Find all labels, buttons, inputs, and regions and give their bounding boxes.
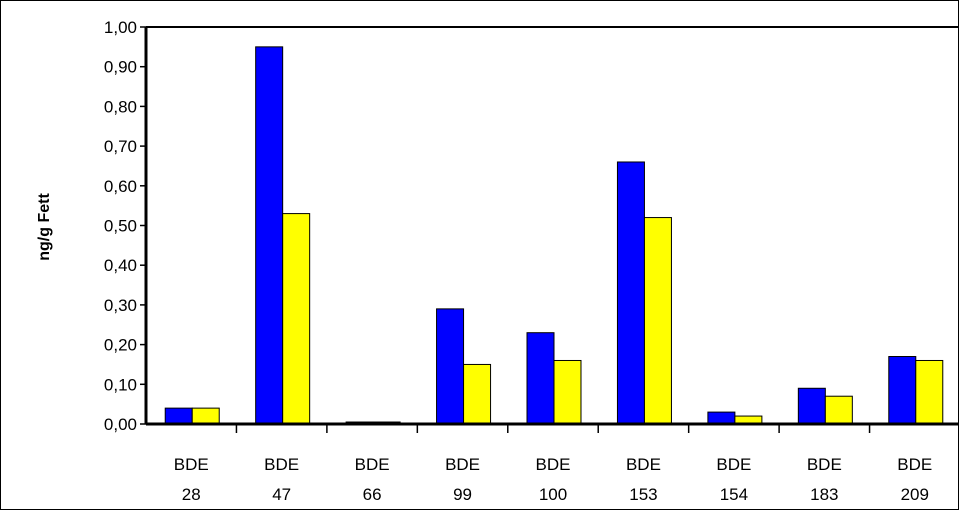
x-tick-label: 47 [272,485,291,504]
y-tick-label: 0,40 [104,256,137,275]
y-tick-label: 1,00 [104,18,137,37]
y-tick-label: 0,50 [104,217,137,236]
bar-series-1-bde-47 [255,46,284,425]
x-tick-label: 99 [453,485,472,504]
bar-series-1-bde-209 [888,356,917,425]
bar-series-1-bde-100 [526,332,555,425]
bar-series-2-bde-100 [553,359,582,425]
x-tick-label: BDE [536,455,571,474]
bar-series-2-bde-153 [643,217,672,425]
x-tick-label: BDE [264,455,299,474]
x-tick-label: 183 [810,485,838,504]
bar-series-2-bde-209 [915,359,944,425]
axes [144,26,959,433]
y-axis-title-group: ng/g Fett [36,193,53,261]
x-tick-label: 209 [901,485,929,504]
y-tick-label: 0,00 [104,415,137,434]
bar-series-2-bde-183 [824,395,853,425]
x-tick-label: 28 [182,485,201,504]
x-tick-label: 153 [629,485,657,504]
x-tick-label: BDE [355,455,390,474]
bar-series-1-bde-183 [797,387,826,425]
bar-series-1-bde-154 [707,411,736,425]
y-tick-label: 0,10 [104,375,137,394]
x-tick-label: BDE [807,455,842,474]
bar-series-1-bde-99 [436,308,465,425]
y-tick-label: 0,90 [104,58,137,77]
bar-series-2-bde-28 [191,407,220,425]
x-axis-labels: BDE 28 BDE 47 BDE 66 BDE 99 BDE 100 BDE 153 BDE 154 BD… [174,455,933,504]
y-tick-label: 0,20 [104,336,137,355]
x-tick-label: BDE [445,455,480,474]
bar-series-1-bde-28 [164,407,193,425]
y-axis-label: ng/g Fett [36,193,53,261]
x-tick-label: BDE [174,455,209,474]
bar-series-2-bde-47 [282,213,311,425]
x-tick-label: BDE [897,455,932,474]
y-tick-label: 0,80 [104,97,137,116]
bar-series-2-bde-99 [463,363,492,425]
y-tick-label: 0,30 [104,296,137,315]
bar-series-1-bde-153 [616,161,645,425]
y-tick-label: 0,60 [104,177,137,196]
y-tick-label: 0,70 [104,137,137,156]
y-axis-ticks: 0,00 0,10 0,20 0,30 0,40 0,50 0,60 0,70 0,80 0,90… [104,18,146,434]
bars [164,46,944,425]
x-tick-label: BDE [716,455,751,474]
x-tick-label: 100 [539,485,567,504]
x-tick-label: 66 [363,485,382,504]
x-tick-label: BDE [626,455,661,474]
x-tick-label: 154 [720,485,748,504]
